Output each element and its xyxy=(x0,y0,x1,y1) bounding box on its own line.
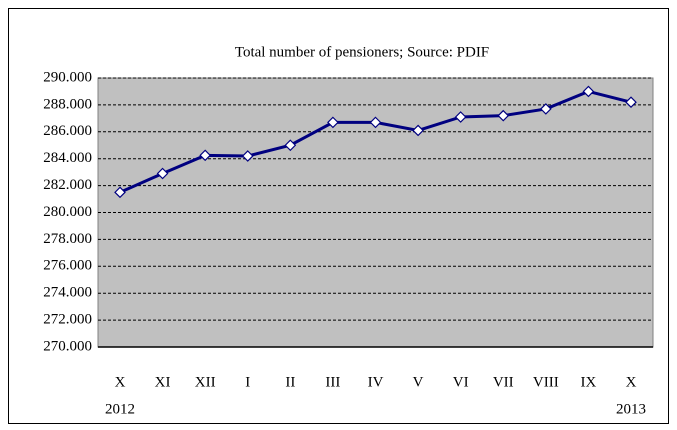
x-tick-label: V xyxy=(413,374,424,390)
y-tick-label: 280.000 xyxy=(43,204,92,220)
point xyxy=(241,150,254,162)
point xyxy=(539,103,552,115)
point xyxy=(454,111,467,123)
y-tick-label: 278.000 xyxy=(43,231,92,247)
x-tick-label: VIII xyxy=(533,374,559,390)
x-tick-label: IV xyxy=(368,374,384,390)
x-tick-label: VII xyxy=(493,374,514,390)
y-tick-label: 274.000 xyxy=(43,285,92,301)
y-tick-label: 290.000 xyxy=(43,69,92,85)
point xyxy=(497,109,510,122)
y-tick-label: 276.000 xyxy=(43,258,92,274)
x-tick-label: XII xyxy=(195,374,216,390)
point xyxy=(284,139,297,152)
year-label: 2012 xyxy=(105,401,135,417)
point xyxy=(369,116,382,129)
x-tick-label: I xyxy=(245,374,250,390)
x-tick-label: III xyxy=(325,374,340,390)
x-tick-label: VI xyxy=(453,374,469,390)
point xyxy=(625,96,637,109)
point xyxy=(582,85,595,98)
y-tick-label: 288.000 xyxy=(43,96,92,112)
point xyxy=(114,186,126,199)
y-tick-label: 282.000 xyxy=(43,177,92,193)
point xyxy=(156,167,169,180)
y-tick-label: 284.000 xyxy=(43,150,92,166)
x-tick-label: XI xyxy=(155,374,171,390)
chart-title: Total number of pensioners; Source: PDIF xyxy=(235,44,489,60)
point xyxy=(327,116,339,129)
year-label: 2013 xyxy=(616,401,646,417)
y-tick-label: 286.000 xyxy=(43,123,92,139)
x-tick-label: X xyxy=(626,374,637,390)
point xyxy=(199,149,212,162)
y-tick-label: 272.000 xyxy=(43,312,92,328)
x-tick-label: X xyxy=(115,374,126,390)
x-tick-label: II xyxy=(285,374,295,390)
point xyxy=(412,124,424,137)
y-tick-label: 270.000 xyxy=(43,338,92,354)
x-tick-label: IX xyxy=(581,374,597,390)
